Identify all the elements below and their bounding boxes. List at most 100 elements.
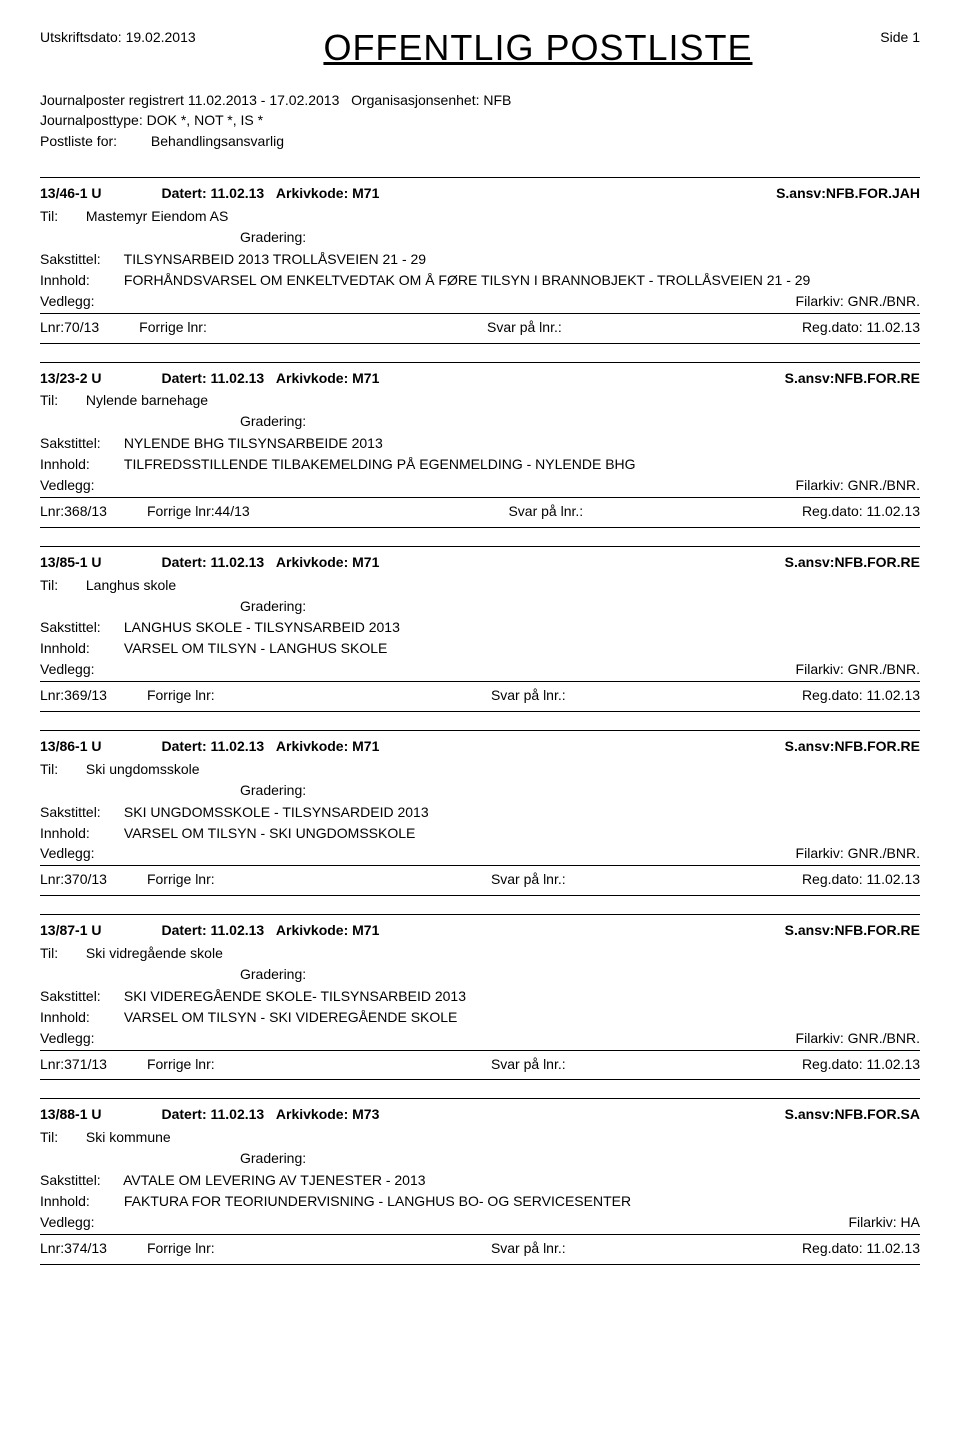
entry-inn-label: Innhold: <box>40 824 120 843</box>
entry-til-label: Til: <box>40 391 82 410</box>
entry-lnr: Lnr:374/13 <box>40 1239 107 1258</box>
entry-forrige: Forrige lnr: <box>107 870 451 889</box>
entry-datert-arkiv: Datert: 11.02.13 Arkivkode: M71 <box>101 369 784 388</box>
entry-inn-label: Innhold: <box>40 271 120 290</box>
entry-svar: Svar på lnr.: <box>451 870 802 889</box>
page-side-number: 1 <box>912 29 920 45</box>
entry-inn-value: VARSEL OM TILSYN - LANGHUS SKOLE <box>124 639 387 658</box>
entry-id: 13/86-1 U <box>40 737 101 756</box>
entry-vedlegg-label: Vedlegg: <box>40 1213 95 1232</box>
page-side-label: Side <box>880 29 908 45</box>
entry-footer-row: Lnr:370/13 Forrige lnr: Svar på lnr.: Re… <box>40 866 920 895</box>
journal-entry: 13/85-1 U Datert: 11.02.13 Arkivkode: M7… <box>40 546 920 712</box>
entry-regdato: Reg.dato: 11.02.13 <box>802 1055 920 1074</box>
meta-org-value: NFB <box>483 92 511 108</box>
entry-regdato: Reg.dato: 11.02.13 <box>802 318 920 337</box>
entry-lnr: Lnr:369/13 <box>40 686 107 705</box>
entry-footer-row: Lnr:371/13 Forrige lnr: Svar på lnr.: Re… <box>40 1051 920 1080</box>
entry-inn-row: Innhold: TILFREDSSTILLENDE TILBAKEMELDIN… <box>40 454 920 475</box>
meta-postliste-value: Behandlingsansvarlig <box>151 133 284 149</box>
entry-til-row: Til: Mastemyr Eiendom AS <box>40 205 920 228</box>
entry-regdato: Reg.dato: 11.02.13 <box>802 502 920 521</box>
journal-entry: 13/23-2 U Datert: 11.02.13 Arkivkode: M7… <box>40 362 920 528</box>
entry-til-label: Til: <box>40 1128 82 1147</box>
entry-sak-label: Sakstittel: <box>40 803 120 822</box>
meta-block: Journalposter registrert 11.02.2013 - 17… <box>40 91 920 152</box>
entry-gradering: Gradering: <box>40 597 920 618</box>
entry-inn-value: VARSEL OM TILSYN - SKI UNGDOMSSKOLE <box>124 824 415 843</box>
print-date-block: Utskriftsdato: 19.02.2013 <box>40 24 196 47</box>
entry-til-row: Til: Nylende barnehage <box>40 389 920 412</box>
entry-id: 13/88-1 U <box>40 1105 101 1124</box>
entry-inn-label: Innhold: <box>40 1008 120 1027</box>
entry-inn-value: FORHÅNDSVARSEL OM ENKELTVEDTAK OM Å FØRE… <box>124 271 810 290</box>
entry-id: 13/23-2 U <box>40 369 101 388</box>
entry-vedlegg-filarkiv-row: Vedlegg: Filarkiv: GNR./BNR. <box>40 475 920 497</box>
entry-forrige: Forrige lnr: <box>99 318 447 337</box>
entry-sak-row: Sakstittel: SKI UNGDOMSSKOLE - TILSYNSAR… <box>40 802 920 823</box>
meta-registered-dates: 11.02.2013 - 17.02.2013 <box>188 92 340 108</box>
entry-inn-value: FAKTURA FOR TEORIUNDERVISNING - LANGHUS … <box>124 1192 631 1211</box>
entry-forrige: Forrige lnr:44/13 <box>107 502 469 521</box>
page-number-block: Side 1 <box>880 24 920 47</box>
entry-gradering: Gradering: <box>40 965 920 986</box>
entry-sak-value: SKI UNGDOMSSKOLE - TILSYNSARDEID 2013 <box>124 804 429 820</box>
entry-lnr: Lnr:370/13 <box>40 870 107 889</box>
entry-til-row: Til: Ski ungdomsskole <box>40 758 920 781</box>
entry-inn-label: Innhold: <box>40 1192 120 1211</box>
entry-til-value: Langhus skole <box>86 577 176 593</box>
meta-org-label: Organisasjonsenhet: <box>351 92 479 108</box>
entry-til-value: Ski vidregående skole <box>86 945 223 961</box>
entry-sak-row: Sakstittel: LANGHUS SKOLE - TILSYNSARBEI… <box>40 617 920 638</box>
entry-til-value: Mastemyr Eiendom AS <box>86 208 228 224</box>
entry-filarkiv: Filarkiv: GNR./BNR. <box>796 476 920 495</box>
entry-svar: Svar på lnr.: <box>451 1055 802 1074</box>
entry-vedlegg-label: Vedlegg: <box>40 844 95 863</box>
entry-gradering: Gradering: <box>40 1149 920 1170</box>
page-header: Utskriftsdato: 19.02.2013 OFFENTLIG POST… <box>40 24 920 73</box>
entry-filarkiv: Filarkiv: GNR./BNR. <box>796 292 920 311</box>
meta-line-registered: Journalposter registrert 11.02.2013 - 17… <box>40 91 920 110</box>
entry-vedlegg-filarkiv-row: Vedlegg: Filarkiv: GNR./BNR. <box>40 1028 920 1050</box>
entry-datert-arkiv: Datert: 11.02.13 Arkivkode: M71 <box>101 921 784 940</box>
entry-filarkiv: Filarkiv: GNR./BNR. <box>796 1029 920 1048</box>
entry-inn-row: Innhold: FORHÅNDSVARSEL OM ENKELTVEDTAK … <box>40 270 920 291</box>
entry-datert-arkiv: Datert: 11.02.13 Arkivkode: M73 <box>101 1105 784 1124</box>
entry-vedlegg-filarkiv-row: Vedlegg: Filarkiv: GNR./BNR. <box>40 843 920 865</box>
entry-vedlegg-filarkiv-row: Vedlegg: Filarkiv: GNR./BNR. <box>40 659 920 681</box>
entry-lnr: Lnr:368/13 <box>40 502 107 521</box>
print-date-value: 19.02.2013 <box>126 29 196 45</box>
journal-entry: 13/46-1 U Datert: 11.02.13 Arkivkode: M7… <box>40 177 920 343</box>
entry-til-value: Ski ungdomsskole <box>86 761 200 777</box>
entry-sak-value: LANGHUS SKOLE - TILSYNSARBEID 2013 <box>124 619 400 635</box>
entry-vedlegg-label: Vedlegg: <box>40 660 95 679</box>
entry-forrige: Forrige lnr: <box>107 1055 451 1074</box>
meta-posttype-value: DOK *, NOT *, IS * <box>147 112 263 128</box>
entry-sak-value: TILSYNSARBEID 2013 TROLLÅSVEIEN 21 - 29 <box>124 251 426 267</box>
meta-postliste-label: Postliste for: <box>40 133 117 149</box>
entry-til-row: Til: Langhus skole <box>40 574 920 597</box>
entries-container: 13/46-1 U Datert: 11.02.13 Arkivkode: M7… <box>40 177 920 1264</box>
entry-til-value: Nylende barnehage <box>86 392 208 408</box>
journal-entry: 13/87-1 U Datert: 11.02.13 Arkivkode: M7… <box>40 914 920 1080</box>
entry-sak-label: Sakstittel: <box>40 618 120 637</box>
entry-footer-row: Lnr:368/13 Forrige lnr:44/13 Svar på lnr… <box>40 498 920 527</box>
entry-id: 13/87-1 U <box>40 921 101 940</box>
entry-sak-value: SKI VIDEREGÅENDE SKOLE- TILSYNSARBEID 20… <box>124 988 466 1004</box>
entry-sansv: S.ansv:NFB.FOR.RE <box>785 369 920 388</box>
entry-inn-label: Innhold: <box>40 455 120 474</box>
entry-sansv: S.ansv:NFB.FOR.RE <box>785 553 920 572</box>
entry-sak-value: AVTALE OM LEVERING AV TJENESTER - 2013 <box>123 1172 425 1188</box>
entry-inn-row: Innhold: VARSEL OM TILSYN - SKI VIDEREGÅ… <box>40 1007 920 1028</box>
entry-svar: Svar på lnr.: <box>451 686 802 705</box>
entry-filarkiv: Filarkiv: GNR./BNR. <box>796 660 920 679</box>
entry-footer-row: Lnr:70/13 Forrige lnr: Svar på lnr.: Reg… <box>40 314 920 343</box>
entry-lnr: Lnr:371/13 <box>40 1055 107 1074</box>
entry-sansv: S.ansv:NFB.FOR.SA <box>785 1105 920 1124</box>
entry-footer-row: Lnr:369/13 Forrige lnr: Svar på lnr.: Re… <box>40 682 920 711</box>
entry-datert-arkiv: Datert: 11.02.13 Arkivkode: M71 <box>101 737 784 756</box>
entry-sak-value: NYLENDE BHG TILSYNSARBEIDE 2013 <box>124 435 383 451</box>
page-title: OFFENTLIG POSTLISTE <box>323 24 752 73</box>
entry-datert-arkiv: Datert: 11.02.13 Arkivkode: M71 <box>101 553 784 572</box>
entry-filarkiv: Filarkiv: GNR./BNR. <box>796 844 920 863</box>
